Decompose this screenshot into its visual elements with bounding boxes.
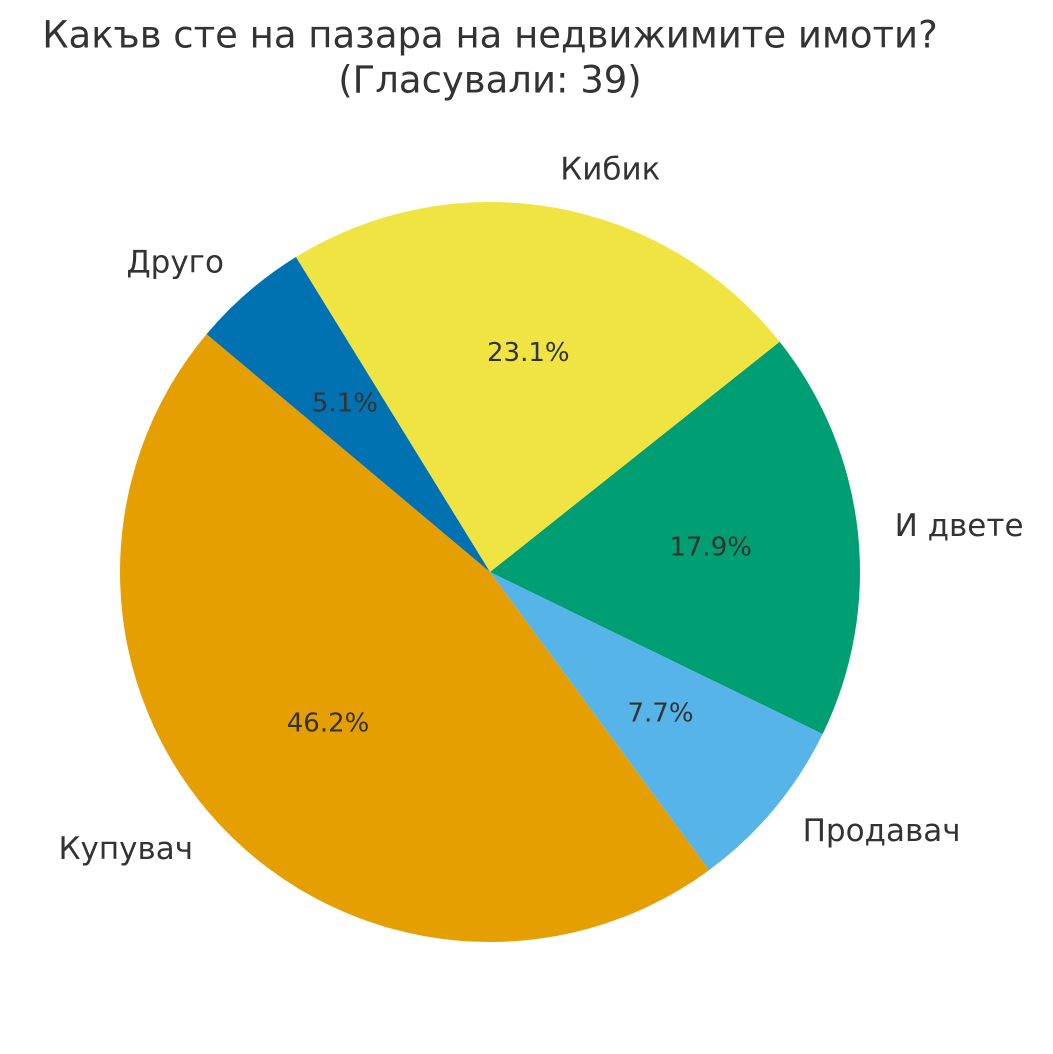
slice-label: Кибик [560, 152, 660, 188]
slice-label: Продавач [803, 813, 961, 849]
pie-slice [295, 201, 780, 572]
chart-subtitle: (Гласували: 39) [338, 59, 641, 102]
slice-percent: 23.1% [487, 338, 570, 368]
slice-label: Друго [126, 244, 224, 280]
slice-percent: 7.7% [627, 699, 693, 729]
slice-label: Купувач [59, 831, 194, 867]
pie-slice [206, 256, 491, 572]
pie-slice [490, 341, 860, 734]
slice-percent: 46.2% [287, 708, 370, 738]
slice-label: И двете [895, 508, 1024, 544]
pie-slice [490, 572, 823, 871]
pie-slice [120, 334, 710, 943]
slice-percent: 5.1% [312, 388, 378, 418]
slice-percent: 17.9% [669, 532, 752, 562]
chart-title: Какъв сте на пазара на недвижимите имоти… [42, 14, 937, 57]
